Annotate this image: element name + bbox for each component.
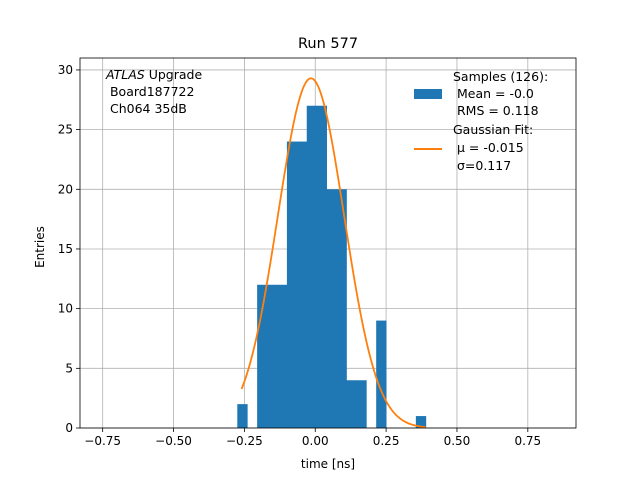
annotation-line-1: ATLAS Upgrade bbox=[105, 67, 202, 82]
x-axis-label: time [ns] bbox=[301, 457, 355, 471]
atlas-annotation: ATLAS Upgrade Board187722 Ch064 35dB bbox=[105, 67, 202, 116]
histogram-bar bbox=[267, 284, 278, 428]
histogram-bar bbox=[276, 284, 288, 428]
annotation-line-2: Board187722 bbox=[106, 84, 194, 99]
histogram-bar bbox=[306, 105, 318, 428]
legend-fit-line-3: σ=0.117 bbox=[453, 158, 511, 173]
x-axis: −0.75 −0.50 −0.25 0.00 0.25 0.50 0.75 bbox=[84, 428, 541, 448]
histogram-bars bbox=[237, 105, 427, 428]
x-tick-label: 0.00 bbox=[302, 434, 329, 448]
histogram-bar bbox=[296, 141, 308, 428]
legend-samples-swatch bbox=[414, 89, 442, 99]
histogram-bar bbox=[356, 380, 367, 428]
legend-samples-line-2: Mean = -0.0 bbox=[453, 86, 534, 101]
annotation-italic: ATLAS bbox=[105, 67, 145, 82]
x-tick-label: 0.25 bbox=[373, 434, 400, 448]
annotation-line-3: Ch064 35dB bbox=[106, 101, 187, 116]
x-tick-label: −0.25 bbox=[226, 434, 263, 448]
legend-samples-line-1: Samples (126): bbox=[453, 69, 548, 84]
x-tick-label: 0.75 bbox=[514, 434, 541, 448]
gaussian-fit bbox=[240, 77, 426, 429]
y-axis-label: Entries bbox=[33, 226, 47, 268]
histogram-bar bbox=[237, 404, 248, 428]
histogram-bar bbox=[257, 284, 268, 428]
y-axis: 0 5 10 15 20 25 30 bbox=[58, 63, 80, 435]
histogram-bar bbox=[376, 320, 387, 428]
histogram-bar bbox=[326, 189, 337, 428]
legend-samples-line-3: RMS = 0.118 bbox=[453, 103, 539, 118]
gaussian-fit-line bbox=[240, 77, 426, 429]
y-tick-label: 20 bbox=[58, 182, 73, 196]
histogram-bar bbox=[415, 416, 427, 428]
histogram-bar bbox=[336, 189, 347, 428]
histogram-bar bbox=[286, 141, 298, 428]
plot-frame bbox=[79, 57, 577, 429]
y-tick-label: 15 bbox=[58, 242, 73, 256]
legend-fit-line-1: Gaussian Fit: bbox=[453, 122, 533, 137]
legend-fit-line-2: μ = -0.015 bbox=[453, 140, 524, 155]
x-tick-label: −0.75 bbox=[84, 434, 121, 448]
chart-title: Run 577 bbox=[298, 36, 358, 52]
y-tick-label: 30 bbox=[58, 63, 73, 77]
y-tick-label: 10 bbox=[58, 302, 73, 316]
x-tick-label: −0.50 bbox=[155, 434, 192, 448]
annotation-rest: Upgrade bbox=[145, 67, 203, 82]
x-tick-label: 0.50 bbox=[444, 434, 471, 448]
y-tick-label: 25 bbox=[58, 123, 73, 137]
y-tick-label: 0 bbox=[65, 421, 73, 435]
histogram-bar bbox=[316, 105, 327, 428]
y-tick-label: 5 bbox=[65, 361, 73, 375]
legend: Samples (126): Mean = -0.0 RMS = 0.118 G… bbox=[414, 69, 548, 173]
histogram-bar bbox=[346, 380, 357, 428]
